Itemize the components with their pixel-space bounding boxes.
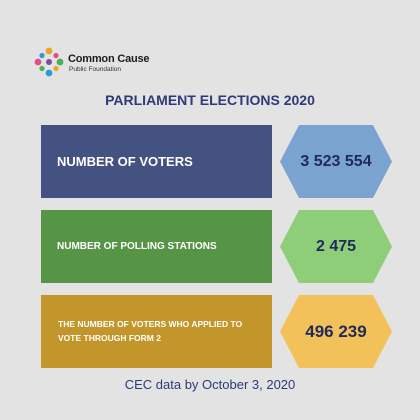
form2-voters-value: 496 239 (305, 321, 367, 341)
common-cause-logo-icon (34, 47, 64, 77)
polling-stations-value-hexagon: 2 475 (280, 210, 392, 283)
form2-voters-value-hexagon: 496 239 (280, 295, 392, 368)
page-title: PARLIAMENT ELECTIONS 2020 (105, 92, 315, 108)
polling-stations-label-bar: NUMBER OF POLLING STATIONS (41, 210, 272, 283)
polling-stations-label: NUMBER OF POLLING STATIONS (57, 241, 217, 252)
brand-subtitle: Public Foundation (69, 66, 122, 73)
voters-value: 3 523 554 (300, 152, 372, 170)
voters-value-hexagon: 3 523 554 (280, 125, 392, 198)
source-footnote: CEC data by October 3, 2020 (124, 377, 296, 392)
voters-label: NUMBER OF VOTERS (57, 154, 193, 169)
form2-voters-label-bar: THE NUMBER OF VOTERS WHO APPLIED TO VOTE… (41, 295, 272, 368)
voters-label-bar: NUMBER OF VOTERS (41, 125, 272, 198)
polling-stations-value: 2 475 (315, 237, 357, 255)
brand-name: Common Cause (68, 53, 150, 65)
form2-voters-label: THE NUMBER OF VOTERS WHO APPLIED TO VOTE… (58, 319, 243, 343)
